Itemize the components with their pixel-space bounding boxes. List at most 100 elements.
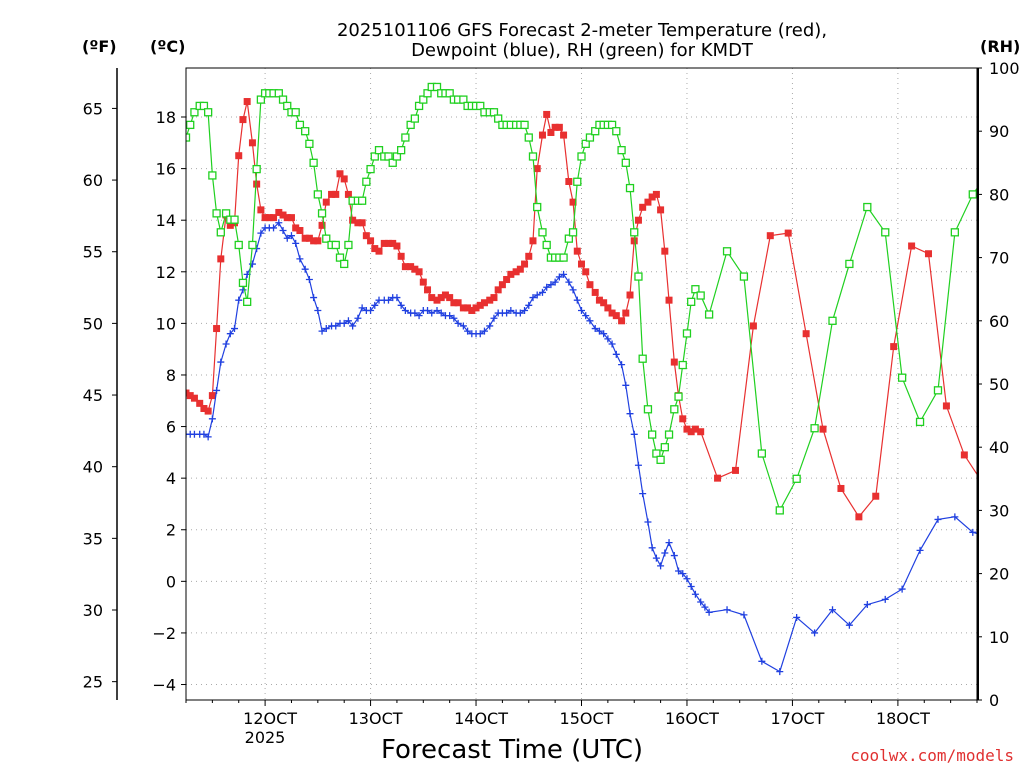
dewpoint-point — [257, 229, 265, 237]
dewpoint-point — [292, 239, 300, 247]
rh-point — [357, 196, 367, 205]
rh-point — [524, 133, 533, 142]
dewpoint-point — [543, 283, 551, 291]
x-tick-label: 13OCT — [349, 709, 403, 728]
rh-point — [274, 89, 283, 98]
dewpoint-point — [235, 296, 243, 304]
rh-tick-label: 80 — [989, 185, 1009, 204]
temperature-point — [525, 252, 533, 260]
series-dewpoint — [186, 219, 977, 676]
rh-tick-label: 100 — [989, 59, 1020, 78]
rh-point — [291, 108, 300, 117]
temperature-point — [591, 288, 599, 296]
temperature-point — [924, 250, 932, 258]
temperature-point — [586, 281, 594, 289]
rh-point — [212, 209, 221, 218]
temperature-point — [384, 239, 392, 247]
fahrenheit-tick-label: 45 — [83, 386, 103, 405]
temperature-point — [328, 190, 336, 198]
celsius-tick-label: 16 — [156, 160, 176, 179]
temperature-point — [433, 296, 441, 304]
temperature-point — [618, 317, 626, 325]
temperature-point — [239, 116, 247, 124]
temperature-point — [428, 294, 436, 302]
rh-point — [295, 120, 305, 130]
rh-point — [643, 405, 653, 414]
rh-point — [414, 101, 424, 111]
temperature-point — [362, 232, 370, 240]
series-layer — [186, 82, 1021, 676]
temperature-point — [332, 190, 340, 198]
year-label: 2025 — [245, 728, 286, 747]
rh-point — [660, 443, 669, 452]
temperature-point — [521, 260, 529, 268]
temperature-point — [573, 247, 581, 255]
dewpoint-point — [551, 278, 559, 286]
temperature-point — [890, 343, 898, 351]
temperature-point — [318, 221, 326, 229]
dewpoint-point — [525, 301, 533, 309]
rh-point — [186, 120, 195, 130]
rh-point — [682, 329, 692, 338]
temperature-point — [454, 299, 462, 307]
dewpoint-point — [344, 317, 352, 325]
rh-point — [283, 101, 292, 111]
rh-point — [1004, 159, 1011, 166]
celsius-tick-label: 12 — [156, 263, 176, 282]
temperature-point — [257, 206, 265, 214]
rh-tick-label: 70 — [989, 249, 1009, 268]
rh-point — [370, 152, 379, 161]
dewpoint-point — [217, 358, 225, 366]
rh-point — [256, 95, 266, 104]
rh-point — [340, 259, 349, 269]
temperature-point — [687, 428, 695, 436]
temperature-point — [292, 224, 300, 232]
rh-point — [252, 164, 261, 174]
dewpoint-point — [349, 322, 357, 330]
rh-tick-label: 90 — [989, 122, 1009, 141]
temperature-point — [679, 415, 687, 423]
dewpoint-point — [446, 312, 454, 320]
rh-unit-label: (RH) — [980, 37, 1020, 56]
rh-point — [691, 285, 700, 294]
temperature-point — [683, 425, 691, 433]
temperature-point — [784, 229, 792, 237]
dewpoint-point — [533, 291, 541, 299]
rh-point — [423, 89, 432, 98]
dewpoint-point — [529, 294, 537, 302]
temperature-point — [1014, 482, 1021, 489]
rh-point — [634, 272, 643, 281]
rh-point — [630, 228, 639, 237]
temperature-point — [661, 247, 669, 255]
dewpoint-point — [934, 515, 942, 523]
temperature-point — [459, 304, 467, 312]
temperature-point — [543, 110, 551, 118]
fahrenheit-tick-label: 25 — [83, 673, 103, 692]
dewpoint-point — [204, 433, 212, 441]
temperature-point — [538, 131, 546, 139]
rh-point — [445, 89, 454, 98]
rh-point — [845, 259, 854, 269]
celsius-tick-label: 6 — [166, 418, 176, 437]
dewpoint-point — [503, 309, 511, 317]
rh-point — [897, 373, 907, 382]
dewpoint-point — [881, 595, 889, 603]
dewpoint-point — [863, 601, 871, 609]
rh-point — [792, 474, 801, 483]
temperature-point — [411, 265, 419, 273]
temperature-point — [569, 198, 577, 206]
temperature-point — [595, 296, 603, 304]
dewpoint-point — [208, 415, 216, 423]
rh-point — [607, 120, 617, 130]
dewpoint-point — [573, 296, 581, 304]
rh-point — [301, 127, 310, 136]
dewpoint-point — [239, 286, 247, 294]
temperature-point — [301, 234, 309, 242]
dewpoint-point — [476, 330, 484, 338]
temperature-point — [657, 206, 665, 214]
temperature-point — [529, 237, 537, 245]
temperature-point — [942, 402, 950, 410]
rh-point — [739, 272, 749, 281]
rh-point — [538, 228, 547, 237]
celsius-tick-label: 0 — [166, 572, 176, 591]
